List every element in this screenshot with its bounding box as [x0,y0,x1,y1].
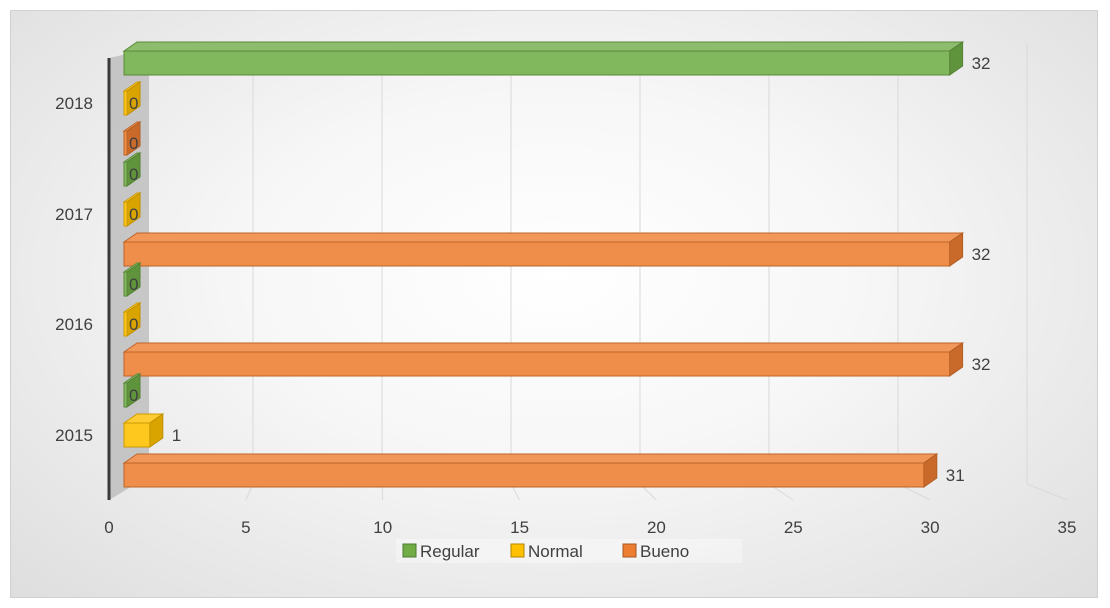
bar [122,453,939,488]
x-tick-label: 25 [784,518,803,537]
bar [122,342,965,377]
bar [122,41,965,76]
bar-top-face [122,41,965,52]
x-tick-label: 0 [104,518,113,537]
bar [122,192,142,227]
x-tick-label: 35 [1058,518,1077,537]
floor-gridline [1026,483,1068,501]
y-tick-label: 2015 [55,426,93,445]
bar [122,302,142,337]
bar-front-face [123,130,128,156]
x-tick-label: 5 [241,518,250,537]
legend-label: Regular [420,542,480,561]
bar-front-face [123,382,128,408]
bar-top-face [122,232,965,243]
data-label: 1 [172,426,181,445]
bar-front-face [123,422,151,448]
data-label: 32 [972,245,991,264]
bar-front-face [123,271,128,297]
bar [122,121,142,156]
data-label: 0 [129,94,138,113]
y-tick-label: 2017 [55,205,93,224]
data-label: 0 [129,205,138,224]
x-tick-label: 15 [510,518,529,537]
bar [122,81,142,116]
legend-label: Normal [528,542,583,561]
bar-front-face [123,241,951,267]
bar [122,232,965,267]
bar-front-face [123,462,925,488]
bar-front-face [123,311,128,337]
bar-front-face [123,201,128,227]
data-label: 0 [129,275,138,294]
x-tick-label: 20 [647,518,666,537]
data-label: 0 [129,165,138,184]
data-label: 31 [946,466,965,485]
legend-label: Bueno [640,542,689,561]
legend-swatch [622,543,637,558]
chart-frame: 0 5 10 15 20 25 30 35 2015 2016 2017 2018 32 0 0 0 0 32 0 0… [10,10,1098,598]
bar [122,262,142,297]
bar-front-face [123,161,128,187]
legend-swatch [402,543,417,558]
data-label: 32 [972,54,991,73]
x-tick-label: 30 [921,518,940,537]
data-label: 32 [972,355,991,374]
bar-chart: 0 5 10 15 20 25 30 3520152016201720183200003200… [55,41,1077,563]
bar [122,413,165,448]
legend-swatch [510,543,525,558]
data-label: 0 [129,386,138,405]
legend-background [396,539,742,563]
bar-top-face [122,342,965,353]
y-tick-label: 2016 [55,315,93,334]
bar [122,373,142,408]
bar-front-face [123,90,128,116]
bar-top-face [122,453,939,464]
x-tick-label: 10 [373,518,392,537]
bar [122,152,142,187]
bar-front-face [123,351,951,377]
data-label: 0 [129,315,138,334]
bar-front-face [123,50,951,76]
y-tick-label: 2018 [55,94,93,113]
data-label: 0 [129,134,138,153]
